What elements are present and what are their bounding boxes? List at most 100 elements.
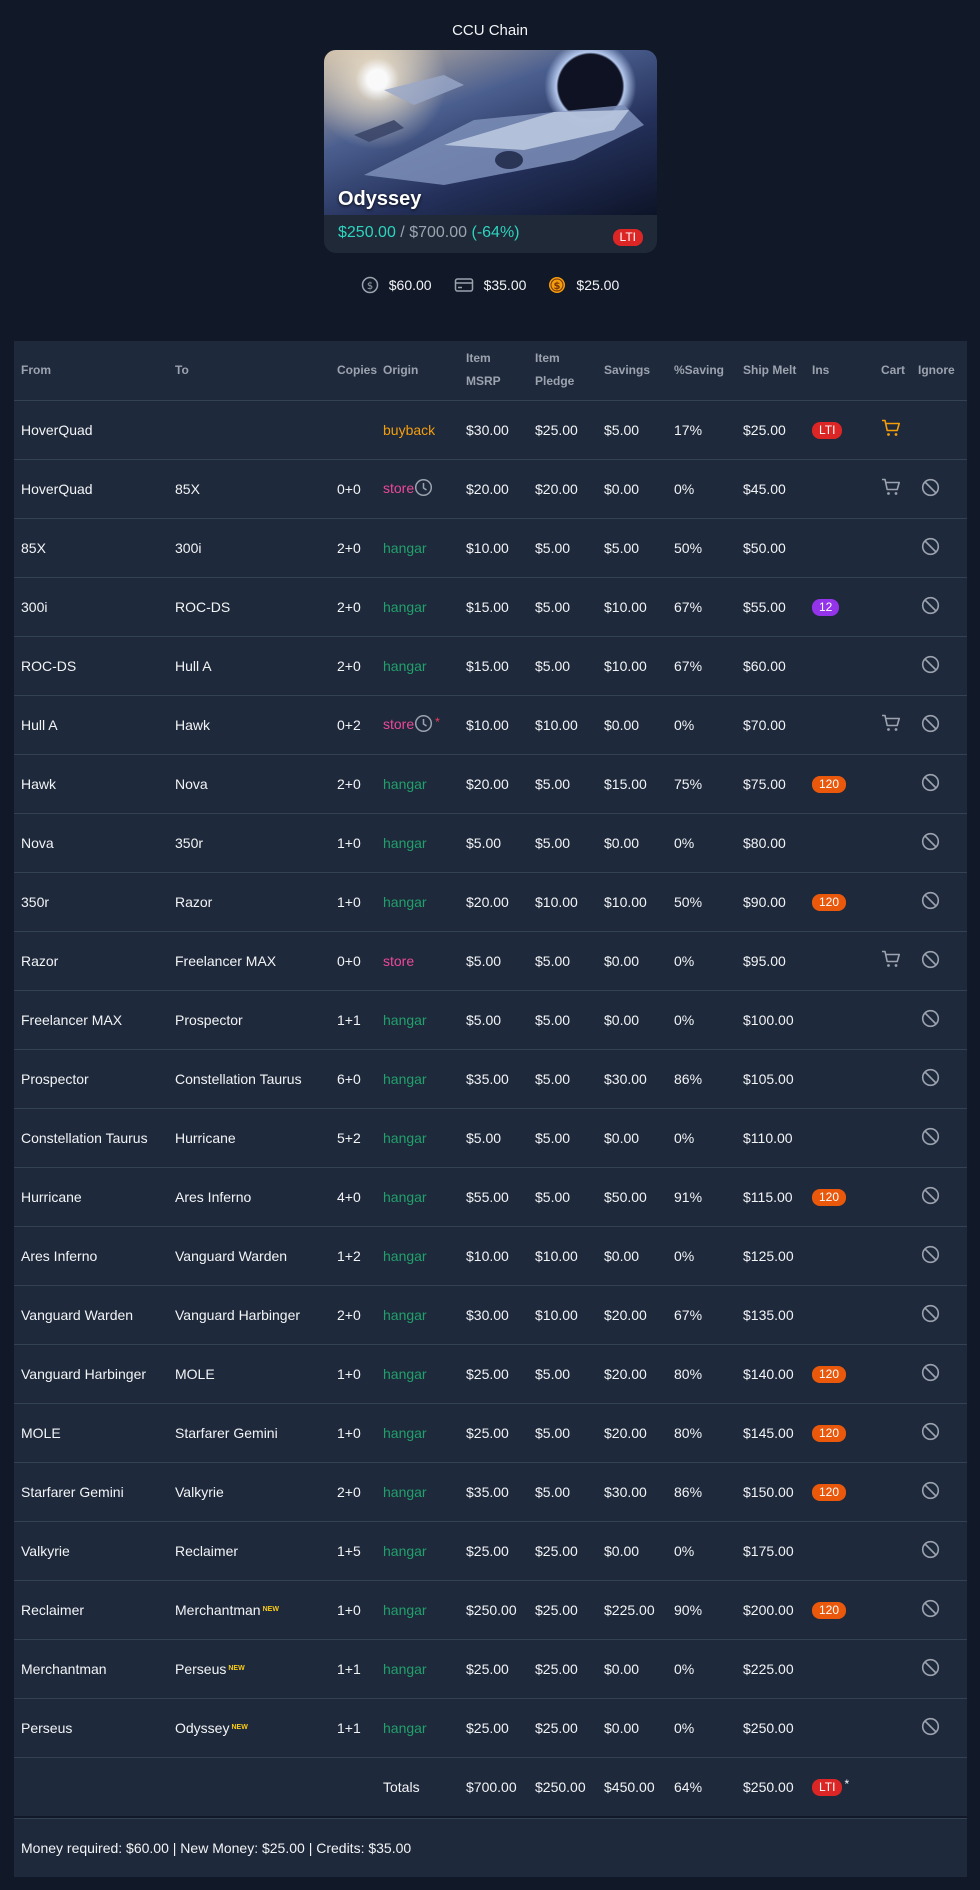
col-copies[interactable]: Copies: [337, 362, 378, 377]
svg-text:$: $: [367, 281, 373, 292]
ignore-icon[interactable]: [921, 1304, 940, 1326]
row-from: Merchantman: [14, 1638, 168, 1698]
row-to: Hawk: [168, 694, 330, 754]
table-row: Starfarer Gemini Valkyrie 2+0 hangar $35.00 $…: [14, 1461, 967, 1521]
row-savings: $0.00: [597, 1638, 667, 1698]
ignore-icon[interactable]: [921, 1422, 940, 1444]
row-copies: 6+0: [330, 1048, 376, 1108]
ignore-icon[interactable]: [921, 1540, 940, 1562]
target-ship-card[interactable]: Odyssey $250.00 / $700.00 (-64%) LTI: [324, 50, 657, 253]
row-savings: $0.00: [597, 1107, 667, 1167]
col-pct-saving[interactable]: %Saving: [674, 362, 725, 377]
table-row: Valkyrie Reclaimer 1+5 hangar $25.00 $25.00 $0…: [14, 1520, 967, 1580]
col-savings[interactable]: Savings: [604, 362, 651, 377]
row-item-msrp: $30.00: [459, 399, 528, 459]
col-item-pledge[interactable]: Item Pledge: [535, 351, 575, 389]
row-pct-saving: 17%: [667, 399, 736, 459]
cart-icon[interactable]: [881, 478, 901, 499]
row-savings: $10.00: [597, 871, 667, 931]
row-ship-melt: $140.00: [736, 1343, 805, 1403]
ignore-icon[interactable]: [921, 478, 940, 500]
row-cart: [874, 1697, 911, 1757]
row-ignore: [911, 1461, 967, 1521]
ignore-icon[interactable]: [921, 1717, 940, 1739]
ignore-icon[interactable]: [921, 714, 940, 736]
row-cart: [874, 694, 911, 754]
totals-row: Totals $700.00 $250.00 $450.00 64% $250.…: [14, 1756, 967, 1816]
row-ship-melt: $150.00: [736, 1461, 805, 1521]
ignore-icon[interactable]: [921, 1009, 940, 1031]
row-ship-melt: $75.00: [736, 753, 805, 813]
row-ins: 120: [805, 871, 874, 931]
row-item-pledge: $5.00: [528, 812, 597, 872]
row-item-msrp: $20.00: [459, 871, 528, 931]
row-origin: store: [376, 930, 459, 990]
row-origin: hangar: [376, 1284, 459, 1344]
ignore-icon[interactable]: [921, 1599, 940, 1621]
row-pct-saving: 0%: [667, 1520, 736, 1580]
ignore-icon[interactable]: [921, 1481, 940, 1503]
row-copies: [330, 399, 376, 459]
row-ship-melt: $250.00: [736, 1697, 805, 1757]
row-cart: [874, 1638, 911, 1698]
ignore-icon[interactable]: [921, 891, 940, 913]
row-ignore: [911, 458, 967, 518]
new-tag: NEW: [228, 1664, 245, 1672]
row-ignore: [911, 1520, 967, 1580]
row-to: 300i: [168, 517, 330, 577]
row-cart: [874, 930, 911, 990]
row-savings: $10.00: [597, 635, 667, 695]
row-pct-saving: 67%: [667, 1284, 736, 1344]
ignore-icon[interactable]: [921, 1245, 940, 1267]
ignore-icon[interactable]: [921, 1186, 940, 1208]
clock-icon[interactable]: [414, 478, 433, 500]
ignore-icon[interactable]: [921, 832, 940, 854]
col-ship-melt[interactable]: Ship Melt: [743, 362, 797, 377]
row-ship-melt: $125.00: [736, 1225, 805, 1285]
row-ins: [805, 930, 874, 990]
row-from: Razor: [14, 930, 168, 990]
totals-ins: LTI *: [805, 1756, 874, 1816]
row-ship-melt: $110.00: [736, 1107, 805, 1167]
row-ignore: [911, 1048, 967, 1108]
clock-icon[interactable]: [414, 714, 433, 736]
row-cart: [874, 1402, 911, 1462]
ignore-icon[interactable]: [921, 537, 940, 559]
row-ins: [805, 1520, 874, 1580]
cart-icon[interactable]: [881, 950, 901, 971]
col-item-msrp[interactable]: Item MSRP: [466, 351, 501, 389]
row-copies: 2+0: [330, 517, 376, 577]
ignore-icon[interactable]: [921, 1363, 940, 1385]
ignore-icon[interactable]: [921, 950, 940, 972]
ignore-icon[interactable]: [921, 1658, 940, 1680]
row-ignore: [911, 1697, 967, 1757]
ignore-icon[interactable]: [921, 1127, 940, 1149]
ignore-icon[interactable]: [921, 596, 940, 618]
row-cart: [874, 1284, 911, 1344]
table-row: Perseus Odyssey NEW 1+1 hangar $25.00 $25.00 $0…: [14, 1697, 967, 1757]
ignore-icon[interactable]: [921, 655, 940, 677]
col-to[interactable]: To: [175, 362, 189, 377]
ignore-icon[interactable]: [921, 1068, 940, 1090]
col-ins[interactable]: Ins: [812, 362, 830, 377]
row-ship-melt: $115.00: [736, 1166, 805, 1226]
row-item-msrp: $30.00: [459, 1284, 528, 1344]
row-ship-melt: $200.00: [736, 1579, 805, 1639]
row-item-pledge: $5.00: [528, 1107, 597, 1167]
row-ignore: [911, 1402, 967, 1462]
row-ignore: [911, 1284, 967, 1344]
row-ignore: [911, 1107, 967, 1167]
col-origin[interactable]: Origin: [383, 362, 419, 377]
cart-icon[interactable]: [881, 419, 901, 440]
row-from: Freelancer MAX: [14, 989, 168, 1049]
row-cart: [874, 1579, 911, 1639]
credit-card-icon: [454, 278, 473, 292]
col-from[interactable]: From: [21, 362, 51, 377]
ignore-icon[interactable]: [921, 773, 940, 795]
row-item-msrp: $10.00: [459, 694, 528, 754]
table-row: 350r Razor 1+0 hangar $20.00 $10.00 $10.00 50% $…: [14, 871, 967, 931]
cart-icon[interactable]: [881, 714, 901, 735]
row-item-msrp: $35.00: [459, 1461, 528, 1521]
row-ins: 120: [805, 1402, 874, 1462]
table-row: HoverQuad buyback $30.00 $25.00 $5.00 17% $25.…: [14, 399, 967, 459]
